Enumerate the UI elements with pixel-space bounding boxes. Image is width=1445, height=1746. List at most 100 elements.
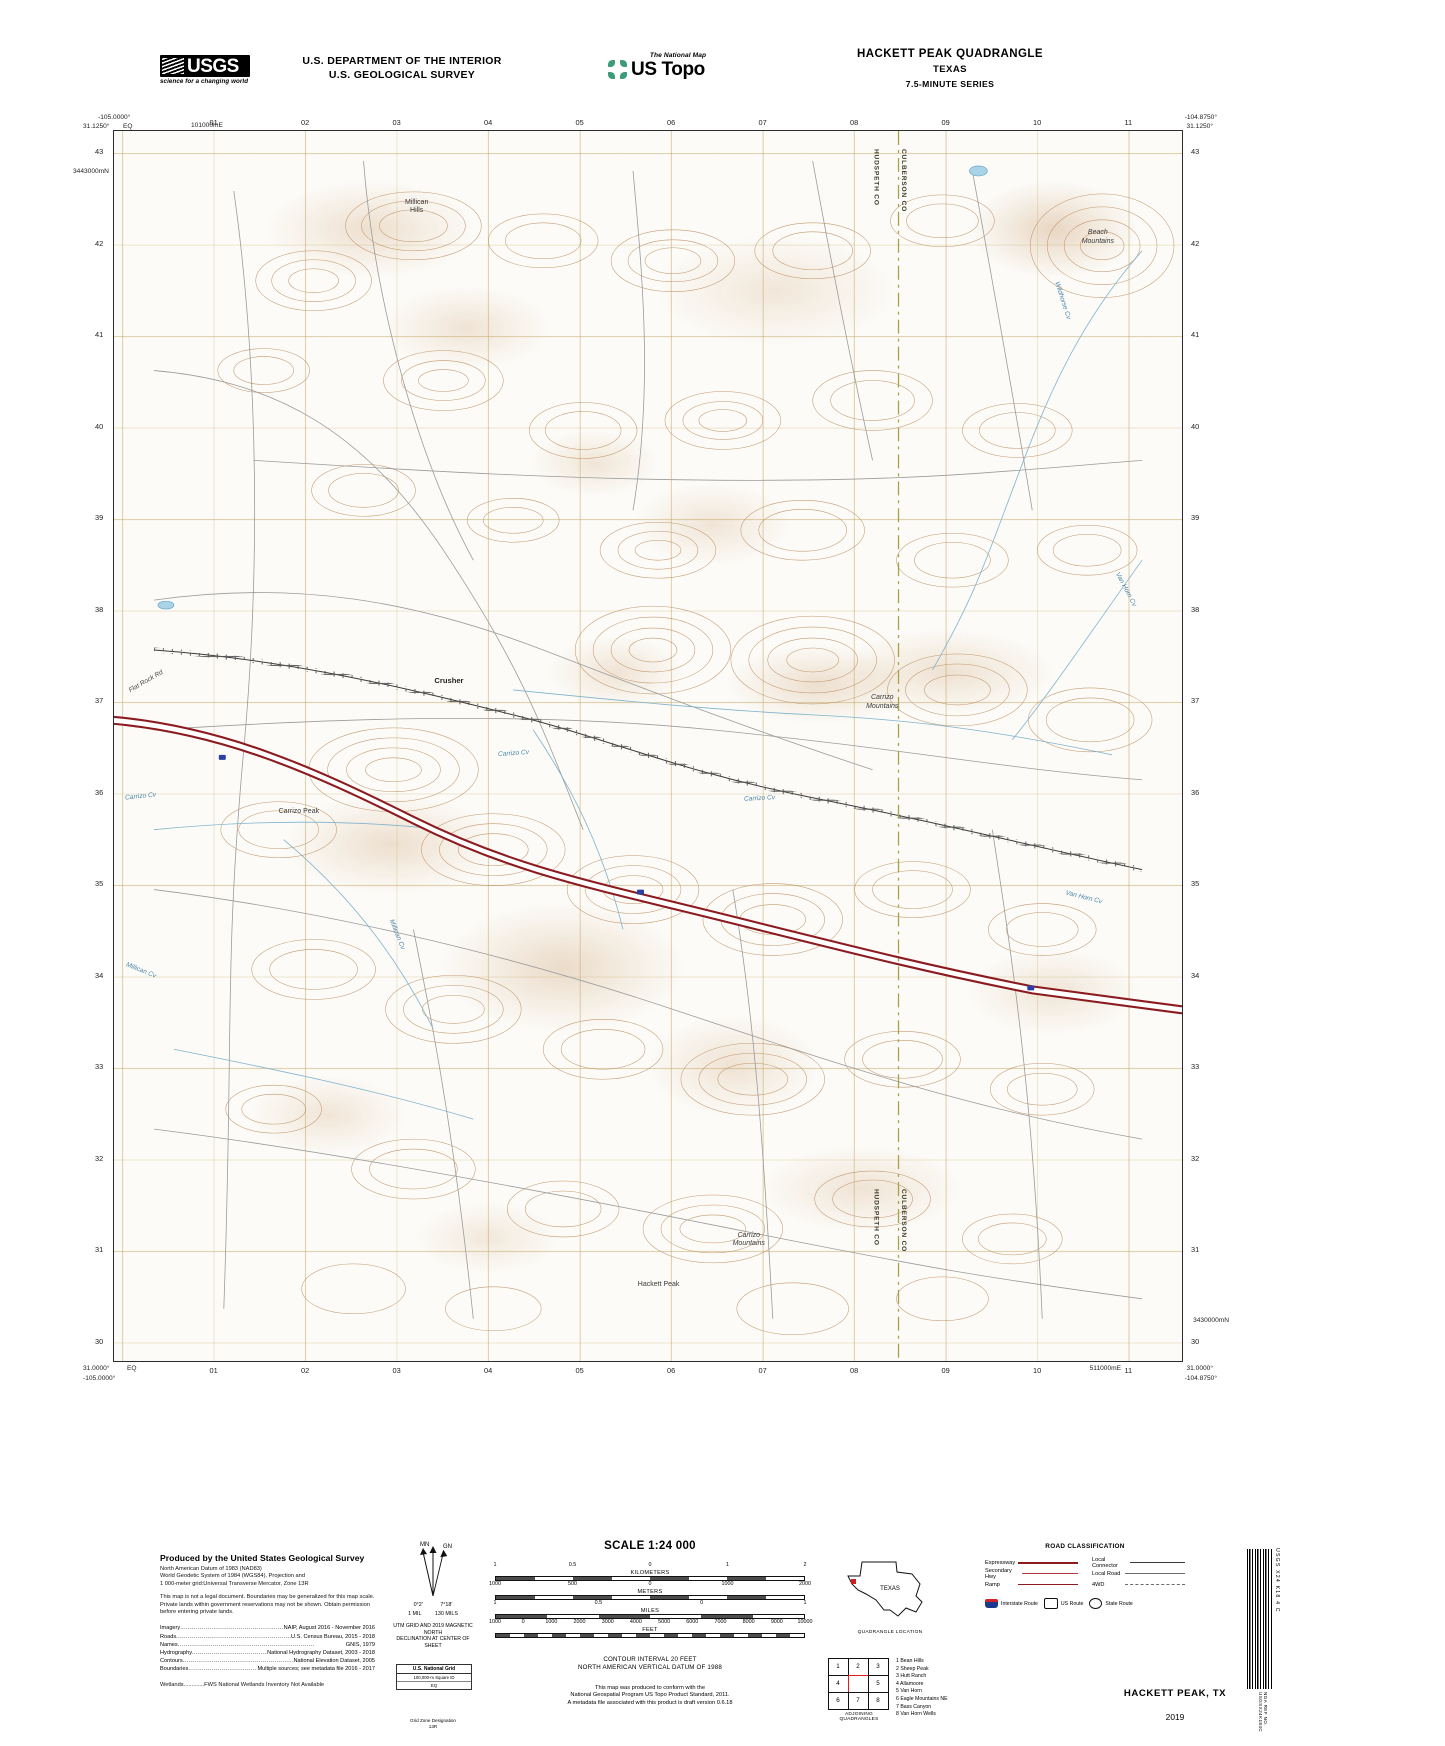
credit-source-row: Names...................................… xyxy=(160,1641,375,1649)
adjoining-cell-4[interactable]: 4 xyxy=(827,1674,849,1693)
usgs-wordmark: USGS xyxy=(187,56,239,77)
map-label-crusher: Crusher xyxy=(434,675,464,685)
credit-source-value: GNIS, 1979 xyxy=(345,1641,375,1648)
quadrangle-state: TEXAS xyxy=(933,64,967,75)
scale-tick-label: 1000 xyxy=(489,1619,501,1625)
easting-tick-bottom-07: 07 xyxy=(758,1366,767,1375)
scale-bar-segment xyxy=(496,1596,535,1599)
easting-origin-label: 101000mE xyxy=(191,122,223,129)
northing-tick-left-30: 30 xyxy=(95,1336,104,1346)
credit-source-row: Roads...................................… xyxy=(160,1633,375,1641)
state-shield-icon xyxy=(1089,1598,1103,1609)
adjoining-cell-3[interactable]: 3 xyxy=(867,1657,889,1676)
scale-tick-label: 1 xyxy=(803,1600,807,1606)
northing-tick-right-31: 31 xyxy=(1191,1245,1200,1254)
map-label-hackett-peak: Hackett Peak xyxy=(637,1281,680,1289)
scale-bar-segment xyxy=(701,1615,753,1618)
map-area[interactable]: -105.0000° EQ 31.1250° -104.8750° 31.125… xyxy=(73,114,1229,1382)
northing-tick-left-32: 32 xyxy=(95,1153,104,1163)
adjoining-name: 7 Bass Canyon xyxy=(896,1703,932,1710)
scale-bar-miles: 1 0.5 0 1 MILES xyxy=(494,1600,807,1619)
map-neatline[interactable]: Millican Hills Beach Mountains Carrizo Moun… xyxy=(113,130,1183,1362)
road-class-column-left: Expressway Secondary Hwy Ramp xyxy=(985,1557,1078,1590)
adjoining-caption: ADJOINING QUADRANGLES xyxy=(839,1712,879,1722)
northing-tick-right-34: 34 xyxy=(1191,970,1200,980)
credits-datum-3: 1 000-meter grid:Universal Transverse Me… xyxy=(160,1580,309,1587)
map-label-beach-mountains: Beach Mountains xyxy=(1081,229,1114,245)
barcode-icon xyxy=(1246,1548,1274,1690)
adjoining-cell-1[interactable]: 1 xyxy=(827,1657,849,1676)
scale-block: SCALE 1:24 000 1 0.5 0 1 2 KILOMETERS 1000 500 0… xyxy=(489,1540,813,1708)
texas-outline-icon: TEXAS xyxy=(847,1561,923,1617)
corner-top-left-lat: 31.1250° xyxy=(83,123,110,130)
sheet-footer-year: 2019 xyxy=(1165,1712,1185,1722)
easting-tick-bottom-03: 03 xyxy=(392,1366,401,1375)
corner-bottom-left-lon: -105.0000° xyxy=(83,1375,116,1382)
route-shield-label: State Route xyxy=(1105,1600,1133,1607)
road-class-sample xyxy=(1018,1561,1078,1564)
road-class-label: Local Road xyxy=(1092,1570,1121,1577)
contour-interval: CONTOUR INTERVAL 20 FEET xyxy=(603,1656,697,1663)
scale-bar-segment xyxy=(664,1634,678,1637)
credit-source-label: Contours xyxy=(160,1657,183,1664)
svg-text:MN: MN xyxy=(420,1542,429,1548)
credit-source-row: Contours................................… xyxy=(160,1657,375,1665)
credits-datum-2: World Geodetic System of 1984 (WGS84). P… xyxy=(160,1573,305,1580)
corner-top-left-lon: -105.0000° xyxy=(98,114,131,121)
scale-bar-segment xyxy=(636,1634,650,1637)
credits-disclaimer: This map is not a legal document. Bounda… xyxy=(160,1594,375,1616)
northing-tick-right-40: 40 xyxy=(1191,421,1200,431)
grid-zone-designation: Grid Zone Designation 13R xyxy=(390,1718,476,1730)
northing-tick-left-33: 33 xyxy=(95,1062,104,1071)
scale-bar-feet: 1000 0 1000 2000 3000 4000 5000 6000 7000 8000 900… xyxy=(489,1619,813,1638)
quadrangle-title-block: HACKETT PEAK QUADRANGLE TEXAS 7.5-MINUTE… xyxy=(740,48,1160,89)
adjoining-cell-7[interactable]: 6 xyxy=(827,1691,849,1710)
scale-tick-label: 0 xyxy=(700,1600,704,1606)
credit-leader-dots: ........................................… xyxy=(177,1641,315,1648)
scale-tick-label: 0 xyxy=(648,1562,652,1568)
scale-bar-graphic xyxy=(495,1595,805,1600)
northing-tick-right-41: 41 xyxy=(1191,330,1200,339)
northing-tick-left-42: 42 xyxy=(95,238,104,248)
road-class-sample xyxy=(1129,1562,1185,1563)
adjoining-cell-5[interactable] xyxy=(847,1674,869,1693)
svg-text:GN: GN xyxy=(443,1544,452,1550)
easting-tick-bottom-02: 02 xyxy=(301,1366,310,1375)
northing-tick-right-30: 30 xyxy=(1191,1336,1200,1346)
scale-bar-segment xyxy=(552,1634,566,1637)
adjoining-cell-8[interactable]: 7 xyxy=(847,1691,869,1710)
sheet-footer-title: HACKETT PEAK, TX xyxy=(1123,1688,1227,1699)
credit-source-value: Multiple sources; see metadata file 2016… xyxy=(257,1665,375,1672)
corner-bottom-right-lon: -104.8750° xyxy=(1184,1375,1217,1382)
declination-mag-angle: 7°18' xyxy=(440,1602,453,1608)
northing-tick-left-35: 35 xyxy=(95,879,104,888)
scale-bar-segment xyxy=(720,1634,734,1637)
credit-leader-dots: ........................................… xyxy=(176,1633,291,1640)
adjoining-cell-6[interactable]: 5 xyxy=(867,1674,889,1693)
agency-heading: U.S. DEPARTMENT OF THE INTERIOR U.S. GEO… xyxy=(252,54,552,82)
scale-bar-segment xyxy=(573,1596,612,1599)
declination-caption-2: DECLINATION AT CENTER OF SHEET xyxy=(396,1636,470,1649)
credit-leader-dots: ........................................… xyxy=(192,1649,267,1656)
road-classification-legend: ROAD CLASSIFICATION Expressway Secondary … xyxy=(985,1543,1185,1609)
usgs-wave-icon xyxy=(162,58,184,74)
scale-bar-segment xyxy=(608,1634,622,1637)
declination-grid-angle: 0°2' xyxy=(413,1602,423,1608)
credit-source-label: Imagery xyxy=(160,1625,181,1632)
conformance-line-3: A metadata file associated with this pro… xyxy=(567,1700,733,1706)
map-label-millican-hills: Millican Hills xyxy=(405,198,429,215)
easting-tick-bottom-08: 08 xyxy=(850,1366,859,1375)
northing-tick-left-40: 40 xyxy=(95,421,104,431)
scale-bar-segment xyxy=(496,1577,535,1580)
usng-title: U.S. National Grid xyxy=(397,1665,471,1674)
route-shield-label: US Route xyxy=(1060,1600,1084,1607)
adjoining-cell-2[interactable]: 2 xyxy=(847,1657,869,1676)
scale-tick-label: 9000 xyxy=(770,1619,783,1625)
credit-source-label: Names xyxy=(160,1641,178,1648)
adjoining-cell-9[interactable]: 8 xyxy=(867,1691,889,1710)
scale-unit-label: FEET xyxy=(642,1626,658,1633)
map-label-carrizo-mountains-south: Carrizo Mountains xyxy=(732,1231,765,1248)
easting-tick-top-03: 03 xyxy=(392,118,401,127)
road-class-label: Local Connector xyxy=(1092,1556,1118,1569)
easting-tick-bottom-05: 05 xyxy=(575,1366,584,1375)
